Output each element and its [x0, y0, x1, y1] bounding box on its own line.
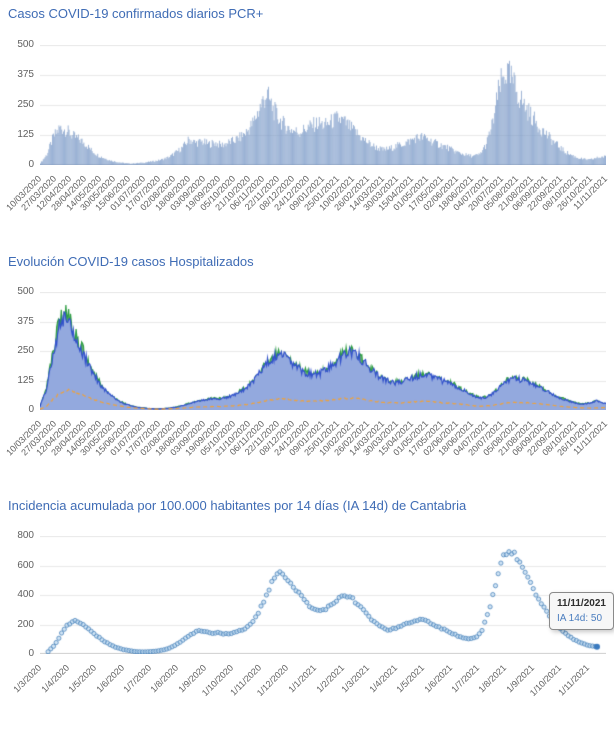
incidence-chart[interactable] [40, 536, 606, 654]
y-tick-label: 250 [17, 345, 34, 356]
y-tick-label: 125 [17, 375, 34, 386]
y-tick-label: 125 [17, 129, 34, 140]
y-tick-label: 500 [17, 39, 34, 50]
y-tick-label: 0 [28, 404, 34, 415]
y-tick-label: 600 [17, 560, 34, 571]
hospitalized-chart[interactable] [40, 292, 606, 410]
y-tick-label: 250 [17, 99, 34, 110]
y-tick-label: 0 [28, 159, 34, 170]
covid-dashboard: Casos COVID-19 confirmados diarios PCR+ … [4, 6, 614, 698]
tooltip-value: IA 14d: 50 [557, 613, 603, 624]
incidence-title: Incidencia acumulada por 100.000 habitan… [8, 498, 467, 513]
y-tick-label: 200 [17, 619, 34, 630]
y-tick-label: 375 [17, 316, 34, 327]
y-tick-label: 500 [17, 286, 34, 297]
incidence-tooltip: 11/11/2021 IA 14d: 50 [549, 592, 614, 630]
y-tick-label: 375 [17, 69, 34, 80]
y-tick-label: 400 [17, 589, 34, 600]
tooltip-date: 11/11/2021 [557, 598, 606, 609]
y-tick-label: 0 [28, 648, 34, 659]
daily-cases-chart[interactable] [40, 45, 606, 165]
hospitalized-title: Evolución COVID-19 casos Hospitalizados [8, 254, 254, 269]
y-tick-label: 800 [17, 530, 34, 541]
daily-cases-title: Casos COVID-19 confirmados diarios PCR+ [8, 6, 264, 21]
